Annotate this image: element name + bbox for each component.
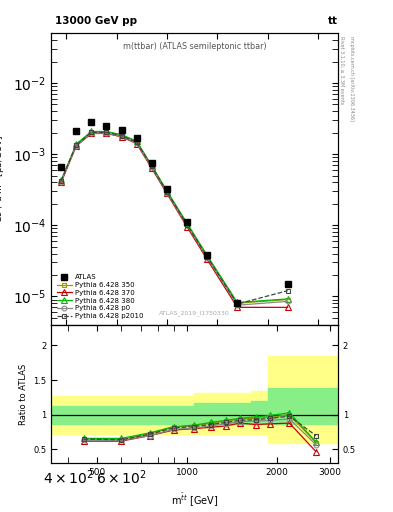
Text: tt: tt <box>328 15 338 26</box>
X-axis label: m$^{\bar{t}t}$ [GeV]: m$^{\bar{t}t}$ [GeV] <box>171 492 218 509</box>
Y-axis label: Ratio to ATLAS: Ratio to ATLAS <box>18 364 28 424</box>
Text: m(ttbar) (ATLAS semileptonic ttbar): m(ttbar) (ATLAS semileptonic ttbar) <box>123 42 266 51</box>
Y-axis label: $d\sigma$ / d m$^{\bar{t}t}$ [pb/GeV]: $d\sigma$ / d m$^{\bar{t}t}$ [pb/GeV] <box>0 136 7 222</box>
Text: 13000 GeV pp: 13000 GeV pp <box>55 15 137 26</box>
Text: mcplots.cern.ch [arXiv:1306.3436]: mcplots.cern.ch [arXiv:1306.3436] <box>349 36 354 121</box>
Text: ATLAS_2019_I1750330: ATLAS_2019_I1750330 <box>159 310 230 316</box>
Legend: ATLAS, Pythia 6.428 350, Pythia 6.428 370, Pythia 6.428 380, Pythia 6.428 p0, Py: ATLAS, Pythia 6.428 350, Pythia 6.428 37… <box>55 272 146 321</box>
Text: Rivet 3.1.10, ≥ 3.3M events: Rivet 3.1.10, ≥ 3.3M events <box>339 36 344 104</box>
